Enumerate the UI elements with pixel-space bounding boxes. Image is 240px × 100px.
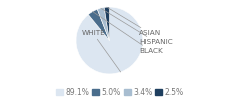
Text: BLACK: BLACK: [93, 12, 163, 54]
Wedge shape: [104, 7, 109, 40]
Wedge shape: [88, 9, 109, 41]
Text: WHITE: WHITE: [81, 30, 121, 72]
Wedge shape: [76, 7, 143, 74]
Legend: 89.1%, 5.0%, 3.4%, 2.5%: 89.1%, 5.0%, 3.4%, 2.5%: [53, 85, 187, 100]
Wedge shape: [97, 8, 109, 40]
Text: HISPANIC: HISPANIC: [101, 8, 173, 45]
Text: ASIAN: ASIAN: [107, 7, 162, 36]
